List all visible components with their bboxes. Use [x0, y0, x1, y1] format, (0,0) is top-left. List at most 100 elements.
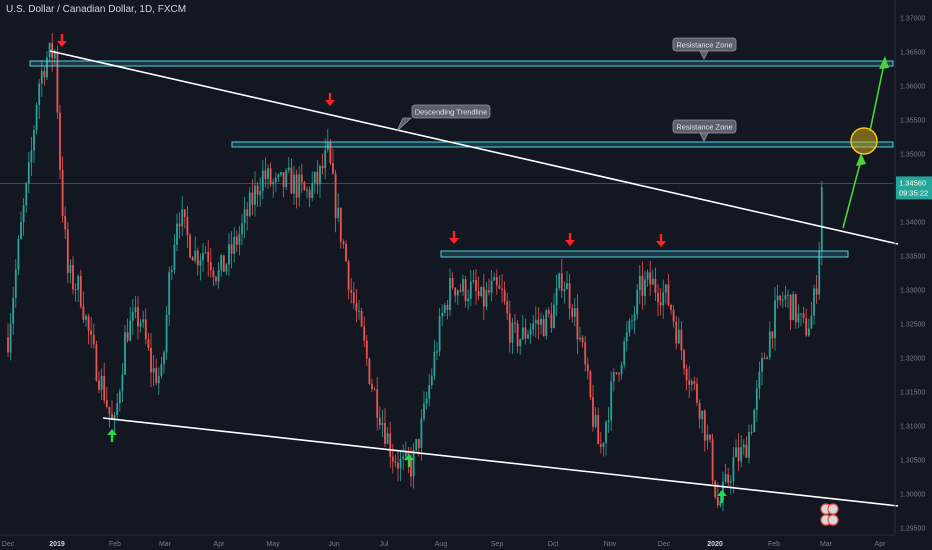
price-tick-label: 1.33000 [900, 288, 925, 295]
countdown-label: 09:35:22 [899, 188, 928, 197]
candle-body [618, 373, 620, 375]
candle-body [498, 285, 501, 289]
candle-body [480, 286, 483, 297]
candle-body [215, 277, 217, 282]
candle-body [79, 275, 82, 307]
time-tick-label: Sep [491, 541, 504, 548]
candle-body [69, 265, 72, 273]
candle-body [100, 375, 103, 390]
candle-body [202, 253, 204, 261]
candle-body [519, 339, 522, 347]
descending-trendline [49, 50, 899, 245]
candle-body [90, 330, 93, 335]
candle-body [532, 323, 535, 330]
candle-body [7, 337, 9, 353]
candle-body [308, 189, 311, 198]
resistance-zone-top-callout-pointer [699, 50, 709, 60]
candle-body [82, 306, 85, 320]
candle-body [490, 280, 493, 293]
candle-body [139, 322, 142, 327]
time-tick-label: Nov [604, 541, 617, 548]
candle-body [334, 173, 337, 219]
descending-trendline-callout-box [411, 104, 491, 119]
candle-body [412, 450, 415, 477]
candle-body [467, 298, 470, 302]
candle-body [264, 170, 267, 179]
candle-body [693, 380, 696, 384]
candle-body [225, 264, 228, 272]
time-tick-label: Dec [658, 541, 671, 548]
candle-body [126, 332, 129, 341]
candle-body [477, 291, 480, 297]
candle-body [763, 358, 766, 360]
candle-body [350, 290, 353, 293]
candle-body [776, 295, 779, 301]
candle-body [282, 172, 285, 187]
candle-body [324, 149, 327, 169]
candle-body [636, 290, 639, 315]
candle-body [680, 329, 683, 351]
candle-body [233, 236, 236, 254]
candle-body [774, 300, 776, 339]
candle-body [675, 321, 678, 344]
candle-body [649, 272, 652, 285]
candle-body [183, 209, 186, 217]
down-arrow-icon [57, 41, 67, 47]
candle-body [625, 332, 628, 342]
candle-body [48, 43, 51, 58]
time-tick-label: 2020 [707, 541, 723, 548]
candle-body [740, 447, 743, 462]
resistance-zone-top-callout-label: Resistance Zone [676, 41, 732, 50]
candle-body [251, 192, 254, 205]
candle-body [425, 398, 428, 404]
candle-body [454, 287, 457, 296]
up-arrow-icon [717, 490, 727, 496]
candle-body [207, 252, 210, 262]
candle-body [228, 244, 230, 265]
time-tick-label: Feb [768, 541, 780, 548]
candle-body [451, 278, 454, 288]
candle-body [651, 278, 654, 285]
candle-body [789, 294, 792, 321]
candle-body [506, 301, 509, 314]
candle-body [664, 284, 667, 293]
candle-body [386, 433, 389, 444]
candle-body [761, 358, 763, 372]
time-tick-label: Dec [2, 541, 15, 548]
candle-body [376, 389, 379, 418]
candle-body [410, 459, 412, 477]
candle-body [724, 474, 727, 482]
candle-body [602, 443, 605, 448]
time-tick-label: Apr [214, 541, 226, 548]
candle-body [254, 185, 256, 205]
candle-body [85, 316, 87, 320]
candle-body [475, 280, 477, 292]
candle-body [615, 372, 618, 374]
time-tick-label: Jun [328, 541, 339, 548]
candle-body [306, 189, 308, 191]
down-arrow-icon [449, 238, 459, 244]
candle-body [77, 275, 80, 290]
candle-body [92, 334, 95, 345]
candle-body [365, 340, 368, 359]
candle-body [64, 215, 67, 230]
time-tick-label: Feb [109, 541, 121, 548]
candle-body [485, 290, 488, 307]
resistance-zone-mid-callout-pointer [699, 132, 709, 142]
projection-line-1 [842, 159, 862, 229]
candle-body [540, 318, 542, 325]
candle-body [753, 409, 756, 433]
current-price-label: 1.34560 [899, 178, 926, 187]
candle-body [280, 172, 282, 175]
candle-body [623, 341, 626, 365]
candle-body [391, 456, 394, 462]
candle-body [189, 234, 191, 258]
candle-body [558, 273, 561, 288]
candle-body [631, 320, 633, 322]
candle-body [641, 275, 644, 296]
candle-body [173, 244, 176, 270]
candle-body [33, 130, 35, 151]
candle-body [706, 434, 709, 441]
